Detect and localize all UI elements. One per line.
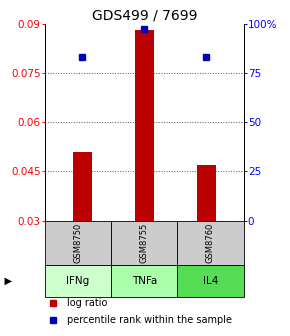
- Bar: [45, 221, 111, 264]
- Text: IFNg: IFNg: [66, 276, 90, 286]
- Bar: [73, 152, 92, 221]
- Text: agent  ▶: agent ▶: [0, 276, 12, 286]
- Text: IL4: IL4: [203, 276, 218, 286]
- Text: percentile rank within the sample: percentile rank within the sample: [67, 315, 232, 325]
- Bar: [135, 30, 154, 221]
- Text: GSM8755: GSM8755: [140, 222, 149, 263]
- Text: GSM8750: GSM8750: [74, 222, 83, 263]
- Title: GDS499 / 7699: GDS499 / 7699: [92, 8, 197, 23]
- Bar: [177, 264, 244, 297]
- Bar: [111, 221, 177, 264]
- Text: TNFa: TNFa: [132, 276, 157, 286]
- Text: log ratio: log ratio: [67, 298, 107, 308]
- Text: GSM8760: GSM8760: [206, 222, 215, 263]
- Bar: [45, 264, 111, 297]
- Bar: [111, 264, 177, 297]
- Bar: [177, 221, 244, 264]
- Bar: [197, 165, 216, 221]
